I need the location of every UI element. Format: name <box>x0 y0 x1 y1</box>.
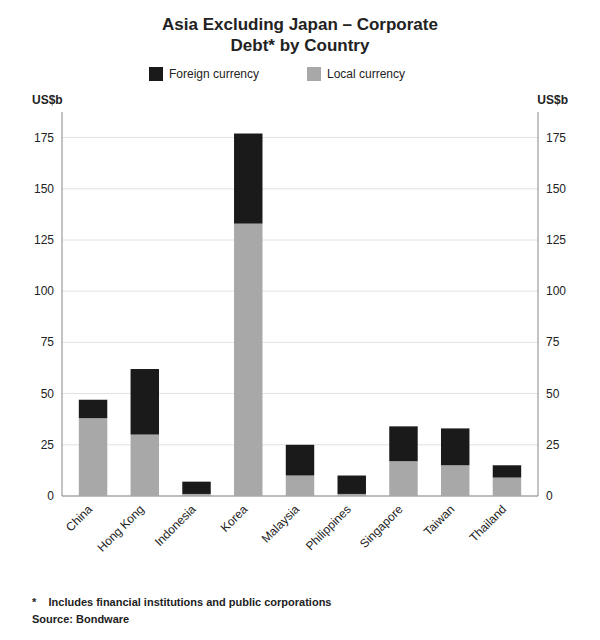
y2-axis-label: US$b <box>537 93 568 107</box>
y-tick-label: 150 <box>34 182 54 196</box>
y-tick-label: 175 <box>34 131 54 145</box>
legend-label: Foreign currency <box>169 67 259 81</box>
footnote: Source: Bondware <box>32 613 129 625</box>
chart-container: Asia Excluding Japan – CorporateDebt* by… <box>0 0 600 640</box>
grid-line <box>62 342 538 343</box>
y2-tick-label: 175 <box>546 131 566 145</box>
bar-segment <box>131 435 159 496</box>
bar-segment <box>441 428 469 465</box>
y2-tick-label: 25 <box>546 438 560 452</box>
x-tick-label: Thailand <box>467 502 509 544</box>
y2-axis-line <box>538 112 539 496</box>
x-tick-label: Korea <box>218 502 251 535</box>
x-tick-label: Philippines <box>303 502 354 553</box>
legend-swatch <box>149 67 163 81</box>
x-tick-label: Taiwan <box>421 502 457 538</box>
y-tick-label: 100 <box>34 284 54 298</box>
grid-line <box>62 240 538 241</box>
y-axis-label: US$b <box>32 93 63 107</box>
y2-tick-label: 150 <box>546 182 566 196</box>
x-tick-label: China <box>63 502 95 534</box>
y-axis-line <box>62 112 63 496</box>
y2-tick-label: 50 <box>546 387 560 401</box>
y2-tick-label: 125 <box>546 233 566 247</box>
grid <box>62 138 538 496</box>
chart-svg: Asia Excluding Japan – CorporateDebt* by… <box>0 0 600 640</box>
bar-segment <box>182 482 210 494</box>
legend-label: Local currency <box>327 67 405 81</box>
y2-tick-label: 0 <box>546 489 553 503</box>
footnote: * Includes financial institutions and pu… <box>32 596 331 608</box>
grid-line <box>62 188 538 189</box>
bar-segment <box>131 369 159 435</box>
y-tick-label: 125 <box>34 233 54 247</box>
y-tick-label: 75 <box>41 335 55 349</box>
grid-line <box>62 291 538 292</box>
bar-segment <box>493 478 521 496</box>
bar-segment <box>234 134 262 224</box>
y-tick-label: 25 <box>41 438 55 452</box>
grid-line <box>62 137 538 138</box>
bar-segment <box>389 461 417 496</box>
bar-segment <box>182 494 210 496</box>
bar-segment <box>338 476 366 494</box>
bar-segment <box>286 445 314 476</box>
x-tick-label: Hong Kong <box>95 502 147 554</box>
bar-segment <box>338 494 366 496</box>
bar-segment <box>234 224 262 496</box>
x-tick-label: Singapore <box>357 502 406 551</box>
bar-segment <box>493 465 521 477</box>
bars <box>79 134 521 496</box>
bar-segment <box>389 426 417 461</box>
y2-tick-label: 75 <box>546 335 560 349</box>
bar-segment <box>79 418 107 496</box>
y-tick-label: 0 <box>47 489 54 503</box>
x-tick-label: Indonesia <box>152 502 199 549</box>
y2-tick-label: 100 <box>546 284 566 298</box>
y-tick-label: 50 <box>41 387 55 401</box>
bar-segment <box>79 400 107 418</box>
legend: Foreign currency Local currency <box>149 67 405 81</box>
bar-segment <box>286 476 314 496</box>
x-tick-label: Malaysia <box>259 502 303 546</box>
bar-segment <box>441 465 469 496</box>
chart-title: Asia Excluding Japan – CorporateDebt* by… <box>162 15 438 55</box>
legend-swatch <box>307 67 321 81</box>
